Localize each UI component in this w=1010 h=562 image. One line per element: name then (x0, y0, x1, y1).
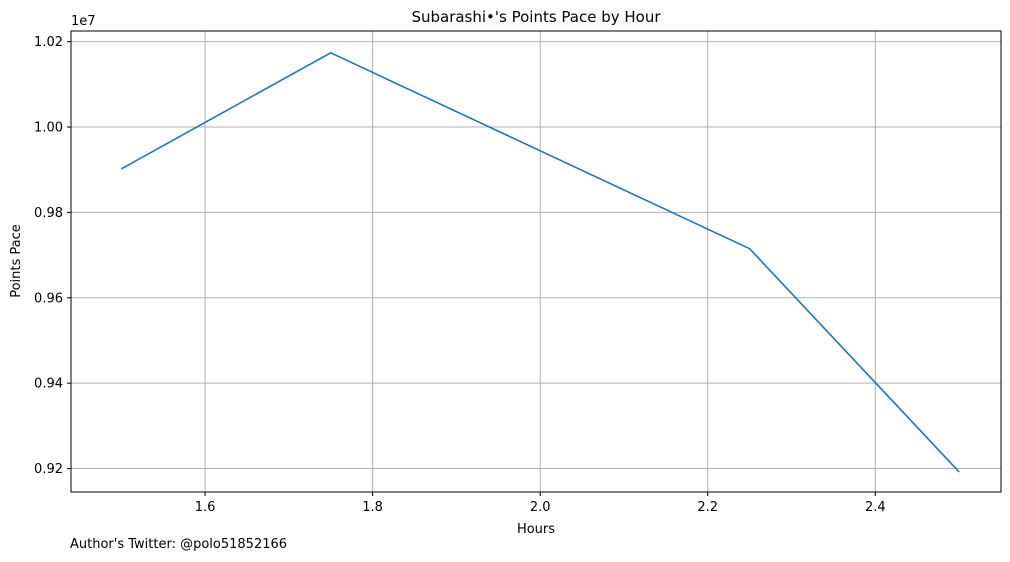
y-tick-label: 0.96 (34, 291, 63, 306)
y-tick-label: 0.94 (34, 377, 63, 392)
x-tick-label: 1.6 (195, 500, 216, 515)
series-layer (120, 51, 960, 473)
y-tick-label: 1.02 (34, 35, 63, 50)
x-tick-label: 2.2 (697, 500, 718, 515)
chart-title: Subarashi•'s Points Pace by Hour (411, 8, 661, 26)
y-tick-label: 0.92 (34, 462, 63, 477)
y-tick-label: 1.00 (34, 121, 63, 136)
y-axis-label: Points Pace (9, 224, 24, 298)
y-tick-label: 0.98 (34, 206, 63, 221)
grid-lines (71, 31, 1001, 492)
x-axis-label: Hours (517, 522, 555, 537)
author-note: Author's Twitter: @polo51852166 (70, 537, 288, 552)
x-tick-label: 1.8 (362, 500, 383, 515)
x-tick-label: 2.4 (865, 500, 886, 515)
axis-ticks: 1.6 1.8 2.0 2.2 2.4 0.92 0.94 0.96 0.98 1.00 1.02 (34, 35, 886, 515)
series-line (120, 51, 960, 473)
plot-frame (70, 30, 1002, 493)
x-tick-label: 2.0 (530, 500, 551, 515)
y-offset-label: 1e7 (71, 14, 96, 29)
